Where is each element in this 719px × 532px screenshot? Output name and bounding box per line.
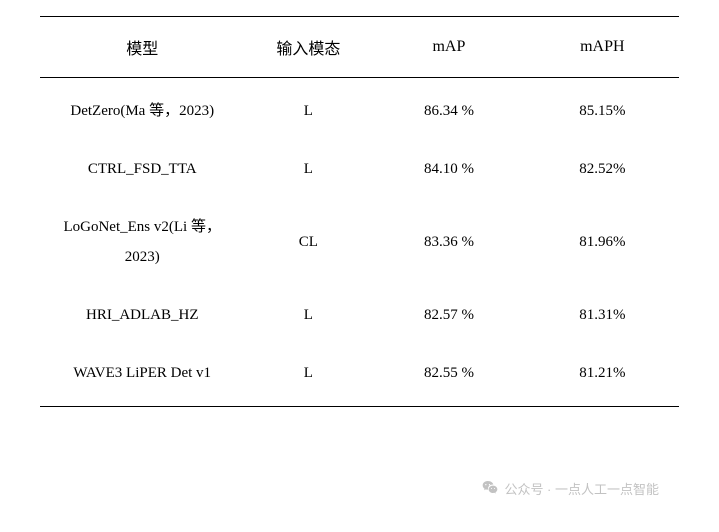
col-modality: 输入模态 [244,17,372,78]
table-row: CTRL_FSD_TTA L 84.10 % 82.52% [40,144,679,194]
cell-maph: 85.15% [526,78,679,145]
results-table: 模型 输入模态 mAP mAPH DetZero(Ma 等，2023) L 86… [40,16,679,407]
cell-modality: CL [244,194,372,290]
table-body: DetZero(Ma 等，2023) L 86.34 % 85.15% CTRL… [40,78,679,407]
cell-model: DetZero(Ma 等，2023) [40,78,244,145]
cell-model: CTRL_FSD_TTA [40,144,244,194]
col-map: mAP [372,17,525,78]
cell-model: HRI_ADLAB_HZ [40,290,244,340]
wechat-icon [482,479,498,498]
cell-map: 83.36 % [372,194,525,290]
cell-modality: L [244,340,372,407]
cell-modality: L [244,290,372,340]
col-maph: mAPH [526,17,679,78]
watermark-text: 公众号 · 一点人工一点智能 [504,479,659,498]
cell-maph: 81.21% [526,340,679,407]
table-row: LoGoNet_Ens v2(Li 等，2023) CL 83.36 % 81.… [40,194,679,290]
cell-modality: L [244,144,372,194]
cell-maph: 81.31% [526,290,679,340]
cell-map: 82.55 % [372,340,525,407]
watermark: 公众号 · 一点人工一点智能 [482,479,659,498]
table-header-row: 模型 输入模态 mAP mAPH [40,17,679,78]
cell-maph: 81.96% [526,194,679,290]
cell-maph: 82.52% [526,144,679,194]
cell-model: LoGoNet_Ens v2(Li 等，2023) [40,194,244,290]
table-row: HRI_ADLAB_HZ L 82.57 % 81.31% [40,290,679,340]
cell-map: 86.34 % [372,78,525,145]
cell-map: 84.10 % [372,144,525,194]
col-model: 模型 [40,17,244,78]
cell-modality: L [244,78,372,145]
cell-model: WAVE3 LiPER Det v1 [40,340,244,407]
table-row: WAVE3 LiPER Det v1 L 82.55 % 81.21% [40,340,679,407]
cell-map: 82.57 % [372,290,525,340]
table-row: DetZero(Ma 等，2023) L 86.34 % 85.15% [40,78,679,145]
